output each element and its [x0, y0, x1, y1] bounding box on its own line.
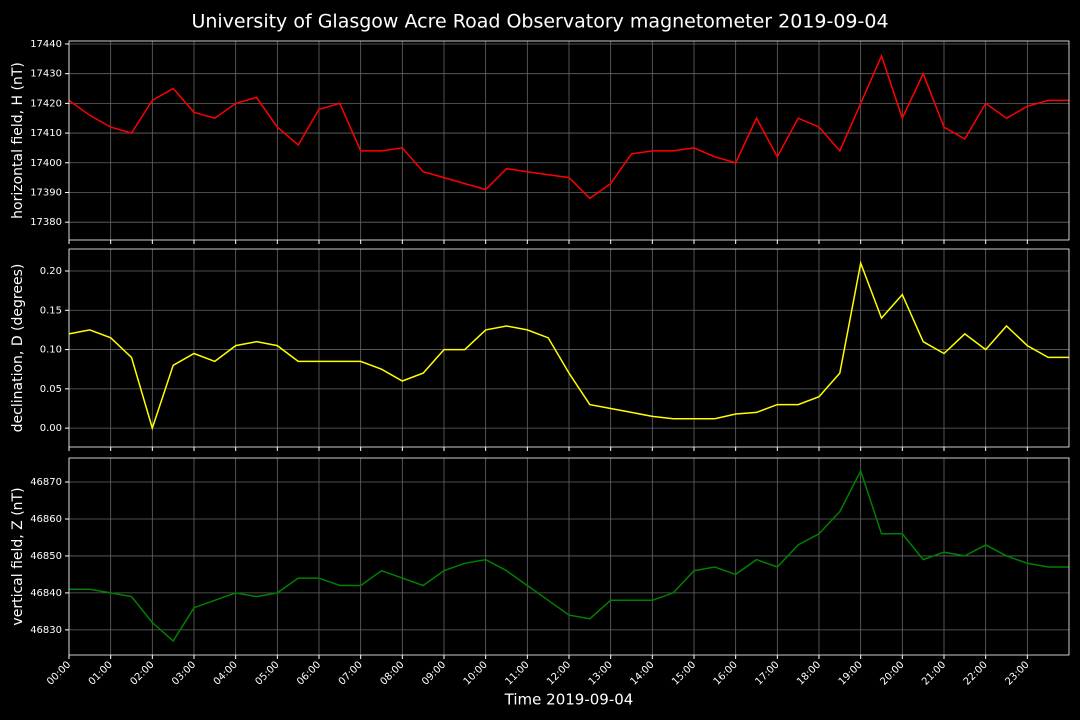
data-line — [69, 468, 1069, 643]
y-tick-label: 17420 — [30, 98, 62, 109]
y-tick-label: 17400 — [30, 158, 62, 169]
y-tick-label: 46870 — [30, 477, 62, 488]
plot-frame — [68, 40, 1070, 241]
y-tick-label: 46840 — [30, 588, 62, 599]
y-tick-label: 0.15 — [40, 305, 62, 316]
data-line — [68, 260, 1069, 431]
x-tick-label: 06:00 — [295, 659, 323, 687]
x-tick-label: 11:00 — [503, 659, 531, 687]
x-tick-label: 17:00 — [753, 659, 781, 687]
x-tick-label: 18:00 — [795, 659, 823, 687]
x-tick-label: 20:00 — [878, 659, 906, 687]
y-tick-label: 0.05 — [40, 384, 62, 395]
x-tick-label: 14:00 — [628, 659, 656, 687]
plot-frame — [68, 457, 1070, 656]
y-tick-label: 0.10 — [40, 345, 62, 356]
x-tick-label: 03:00 — [170, 659, 198, 687]
y-tick-label: 17390 — [30, 187, 62, 198]
y-tick-label: 46850 — [30, 551, 62, 562]
x-tick-label: 05:00 — [253, 659, 281, 687]
x-tick-label: 22:00 — [962, 659, 990, 687]
y-axis-label: vertical field, Z (nT) — [10, 487, 26, 625]
chart-title: University of Glasgow Acre Road Observat… — [191, 11, 888, 33]
x-tick-label: 12:00 — [545, 659, 573, 687]
data-line — [68, 53, 1069, 200]
x-tick-label: 07:00 — [337, 659, 365, 687]
x-tick-label: 00:00 — [45, 659, 73, 687]
y-tick-label: 46860 — [30, 514, 62, 525]
x-tick-label: 08:00 — [378, 659, 406, 687]
x-tick-label: 19:00 — [837, 659, 865, 687]
y-axis-label: horizontal field, H (nT) — [10, 62, 26, 219]
x-tick-label: 21:00 — [920, 659, 948, 687]
x-tick-label: 09:00 — [420, 659, 448, 687]
x-tick-label: 23:00 — [1003, 659, 1031, 687]
x-tick-label: 10:00 — [462, 659, 490, 687]
y-tick-label: 17410 — [30, 128, 62, 139]
plot-frame — [68, 248, 1070, 448]
x-tick-label: 02:00 — [128, 659, 156, 687]
y-tick-label: 17430 — [30, 69, 62, 80]
x-tick-label: 04:00 — [212, 659, 240, 687]
x-tick-label: 15:00 — [670, 659, 698, 687]
y-tick-label: 0.20 — [40, 266, 62, 277]
x-axis-label: Time 2019-09-04 — [504, 691, 634, 709]
y-tick-label: 17380 — [30, 217, 62, 228]
y-tick-label: 0.00 — [40, 423, 62, 434]
x-tick-label: 16:00 — [712, 659, 740, 687]
y-tick-label: 17440 — [30, 39, 62, 50]
x-tick-label: 13:00 — [587, 659, 615, 687]
y-axis-label: declination, D (degrees) — [10, 264, 26, 433]
x-tick-label: 01:00 — [87, 659, 115, 687]
y-tick-label: 46830 — [30, 625, 62, 636]
